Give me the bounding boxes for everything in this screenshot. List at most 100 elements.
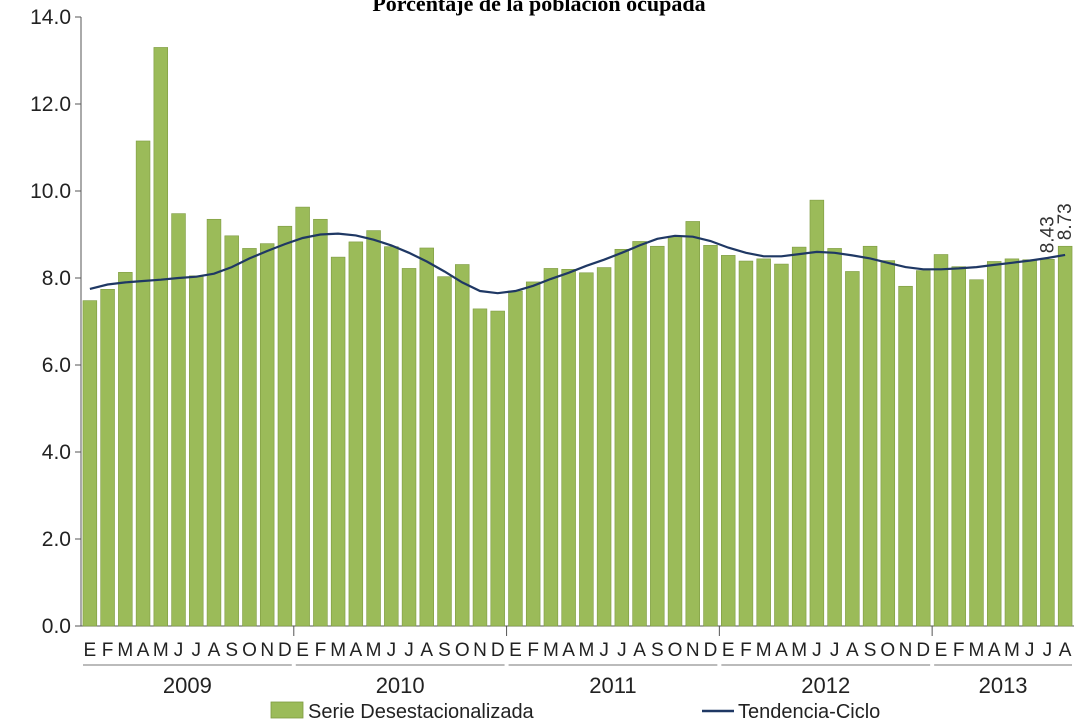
month-label: J [617,640,627,661]
bar [135,140,151,627]
month-label: O [242,640,257,661]
bar [259,243,275,627]
bar [1022,259,1037,627]
bar [82,300,98,627]
month-label: E [935,640,948,661]
trend-line [89,232,1066,295]
month-label: J [812,640,822,661]
bar [774,263,789,627]
y-tick-label: 8.0 [42,267,71,290]
bar [667,236,683,627]
bar [171,213,186,627]
month-label: E [509,640,522,661]
month-label: F [102,640,114,661]
bar [951,266,966,627]
bar [206,218,222,627]
month-label: A [350,640,363,661]
bar [525,281,541,627]
bar [845,271,860,627]
month-label: M [756,640,772,661]
bar [898,285,913,627]
month-label: M [969,640,985,661]
year-label: 2009 [163,673,212,698]
bar [437,276,452,627]
axes: 0.0 2.0 4.0 6.0 8.0 10.0 12.0 14.0 [30,6,1074,666]
bar [862,245,878,627]
bar [969,279,984,627]
bar [224,235,239,627]
month-label: J [174,640,184,661]
month-label: N [686,640,700,661]
month-label: O [455,640,470,661]
bar [295,206,310,627]
month-label: M [578,640,594,661]
month-label: A [988,640,1001,661]
month-label: M [117,640,133,661]
y-tick-label: 0.0 [42,615,71,638]
bar [348,241,364,627]
bar [242,248,257,627]
month-label: S [864,640,877,661]
bar [827,248,842,627]
month-label: J [404,640,414,661]
month-label: A [846,640,859,661]
month-label: O [668,640,683,661]
bar [472,308,488,627]
bar [100,289,115,627]
bar [738,260,754,627]
month-label: J [599,640,609,661]
month-label: A [208,640,221,661]
y-tick-label: 14.0 [30,6,71,29]
bar [1004,258,1020,627]
month-label: J [387,640,397,661]
y-tick-label: 12.0 [30,93,71,116]
bar [330,256,346,627]
month-label: E [84,640,97,661]
year-label: 2010 [376,673,425,698]
bar [508,290,523,627]
month-label: N [473,640,487,661]
bar [118,272,133,627]
bar [880,260,896,627]
bar [703,245,718,627]
bar [721,255,736,627]
year-label: 2012 [801,673,850,698]
legend-swatch-bars [270,701,304,719]
month-label: A [137,640,150,661]
legend-label-bars: Serie Desestacionalizada [308,701,535,723]
bar [632,241,647,627]
y-tick-label: 2.0 [42,528,71,551]
year-label: 2011 [589,673,636,698]
bar [1057,245,1073,627]
month-label: A [633,640,646,661]
bar [986,261,1002,627]
bars-group [82,47,1073,627]
month-label: J [830,640,840,661]
month-label: M [1004,640,1020,661]
y-tick-label: 4.0 [42,441,71,464]
month-label: M [791,640,807,661]
bar [596,267,612,627]
month-label: D [916,640,930,661]
month-label: O [880,640,895,661]
bar [614,248,630,627]
month-label: J [192,640,202,661]
legend: Serie Desestacionalizada Tendencia-Ciclo [270,701,880,723]
bar [455,264,470,627]
month-label: M [330,640,346,661]
data-label: 8.43 [1037,216,1058,253]
month-label: N [899,640,913,661]
bar [366,230,381,627]
month-label: E [296,640,309,661]
y-tick-label: 10.0 [30,180,71,203]
month-label: J [1025,640,1035,661]
bar [189,275,204,627]
bar [313,218,328,627]
month-label: S [651,640,664,661]
legend-label-line: Tendencia-Ciclo [738,701,880,723]
bar [809,199,825,627]
bar [756,258,771,627]
month-label: F [953,640,965,661]
month-label: F [740,640,752,661]
